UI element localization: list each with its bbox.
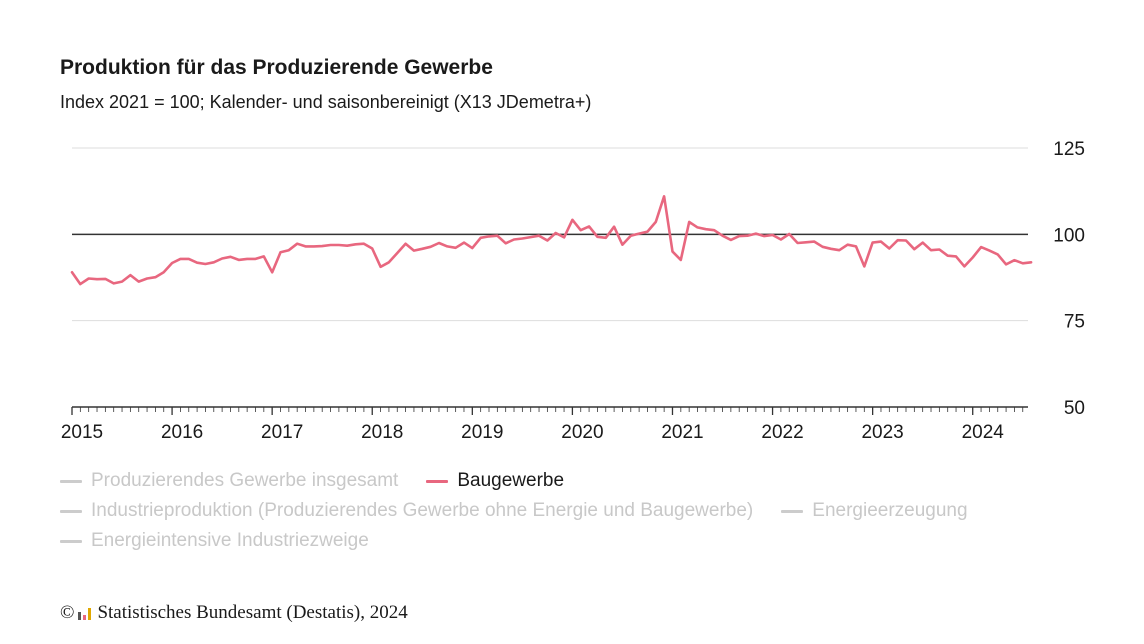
legend-swatch-icon — [60, 479, 82, 483]
x-tick-label: 2019 — [461, 422, 503, 443]
legend-item-industrieproduktion[interactable]: Industrieproduktion (Produzierendes Gewe… — [60, 496, 753, 526]
legend-label: Energieerzeugung — [812, 500, 968, 521]
legend-item-baugewerbe[interactable]: Baugewerbe — [426, 466, 564, 496]
series-line-baugewerbe[interactable] — [70, 195, 1033, 286]
x-tick-label: 2022 — [761, 422, 803, 443]
x-tick-label: 2018 — [361, 422, 403, 443]
x-tick-label: 2023 — [861, 422, 903, 443]
legend-label: Baugewerbe — [457, 470, 565, 491]
source-text: Statistisches Bundesamt (Destatis), 2024 — [97, 602, 408, 623]
y-tick-label: 100 — [1053, 225, 1085, 246]
chart-subtitle: Index 2021 = 100; Kalender- und saisonbe… — [60, 92, 592, 112]
x-tick-label: 2021 — [661, 422, 703, 443]
series-layer — [70, 195, 1033, 286]
line-chart: 50 75 100 125 2015 2016 2017 2018 2019 2020 2021 20… — [61, 139, 1085, 443]
source-footer: © Statistisches Bundesamt (Destatis), 20… — [60, 602, 408, 624]
y-tick-label: 50 — [1064, 398, 1085, 419]
legend-label: Energieintensive Industriezweige — [91, 530, 369, 551]
x-axis-ticks — [71, 406, 1028, 415]
legend-swatch-icon — [60, 539, 82, 543]
legend-label: Industrieproduktion (Produzierendes Gewe… — [91, 500, 754, 521]
legend-item-energieintensive[interactable]: Energieintensive Industriezweige — [60, 526, 369, 556]
copyright-symbol: © — [60, 602, 75, 623]
x-tick-label: 2020 — [561, 422, 603, 443]
legend-swatch-icon — [60, 509, 82, 513]
axis-labels: 50 75 100 125 2015 2016 2017 2018 2019 2020 2021 20… — [61, 139, 1085, 443]
legend-label: Produzierendes Gewerbe insgesamt — [91, 470, 399, 491]
legend-swatch-icon — [781, 509, 804, 513]
legend-item-produzierendes-gewerbe[interactable]: Produzierendes Gewerbe insgesamt — [60, 466, 398, 496]
chart-title: Produktion für das Produzierende Gewerbe — [60, 56, 493, 79]
x-tick-label: 2017 — [261, 422, 303, 443]
legend-swatch-icon — [426, 479, 449, 483]
x-tick-label: 2016 — [161, 422, 203, 443]
x-tick-label: 2024 — [962, 422, 1005, 443]
x-tick-label: 2015 — [61, 422, 103, 443]
legend-item-energieerzeugung[interactable]: Energieerzeugung — [781, 496, 968, 526]
legend: Produzierendes Gewerbe insgesamt Baugewe… — [60, 466, 1120, 556]
y-tick-label: 75 — [1064, 312, 1085, 333]
destatis-logo-icon — [78, 606, 92, 620]
y-tick-label: 125 — [1053, 139, 1085, 160]
grid-lines — [72, 147, 1028, 322]
